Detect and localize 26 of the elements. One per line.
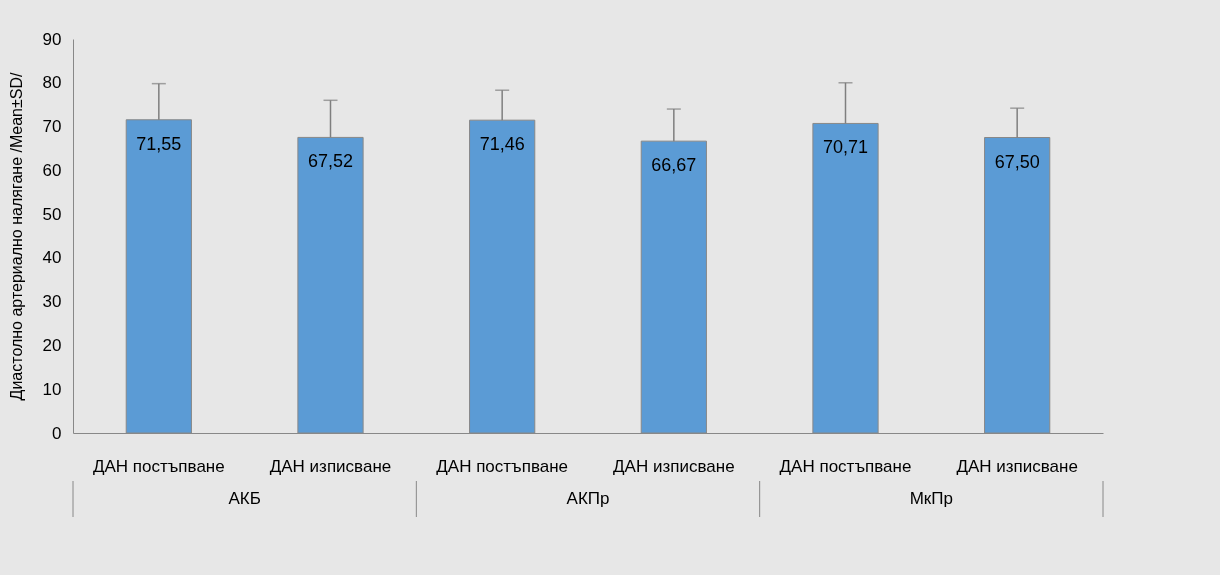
data-label: 67,52: [307, 151, 354, 172]
x-tick-label: ДАН постъпване: [92, 456, 225, 476]
y-tick-label: 70: [42, 117, 62, 137]
y-tick-label: 60: [42, 160, 62, 180]
y-tick-label: 50: [42, 204, 62, 224]
y-tick-label: 40: [42, 248, 62, 268]
text: МкПр: [909, 489, 953, 508]
text: АКБ: [228, 489, 261, 508]
y-tick-label: 80: [42, 73, 62, 93]
data-label: 70,71: [822, 137, 869, 158]
x-tick-label: ДАН изписване: [269, 456, 392, 476]
data-label: 71,55: [136, 133, 182, 154]
y-tick-label: 30: [42, 292, 62, 312]
y-tick-label: 10: [42, 379, 62, 399]
y-axis-title: Диастолно артериално налягане /Mean±SD/: [7, 72, 25, 401]
y-tick-label: 20: [42, 335, 62, 355]
data-label: 67,50: [994, 151, 1040, 172]
text: АКПр: [566, 489, 610, 508]
data-label: 66,67: [651, 155, 697, 176]
data-label: 71,46: [479, 134, 525, 155]
x-tick-label: ДАН постъпване: [436, 456, 569, 476]
y-tick-label: 0: [52, 423, 62, 443]
x-tick-label: ДАН изписване: [613, 456, 735, 476]
y-tick-label: 90: [42, 29, 62, 49]
x-tick-label: ДАН изписване: [956, 456, 1078, 476]
x-tick-label: ДАН постъпване: [779, 456, 912, 476]
